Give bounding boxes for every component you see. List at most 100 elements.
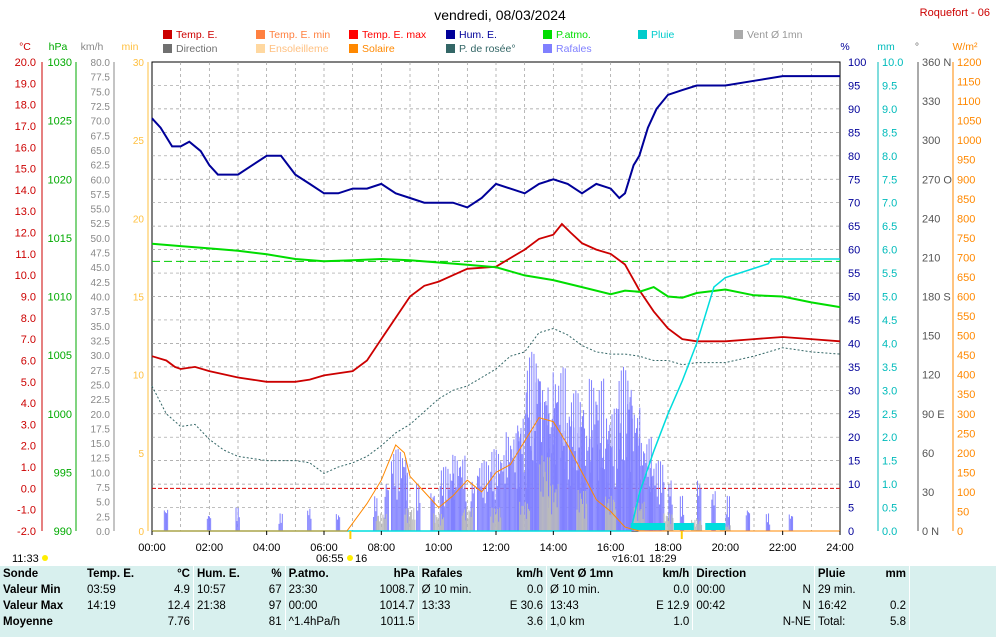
wind-tick-label: 70.0 xyxy=(91,117,111,128)
humidity-tick-label: 5 xyxy=(848,503,854,515)
humidity-tick-label: 95 xyxy=(848,80,860,92)
wind-tick-label: 7.5 xyxy=(96,483,110,494)
solar-tick-label: 850 xyxy=(957,194,975,206)
direction-tick-label: 300 xyxy=(922,135,940,147)
wind-tick-label: 12.5 xyxy=(91,454,111,465)
cell: 1014.7 xyxy=(379,600,415,612)
pressure-tick-label: 1030 xyxy=(48,57,72,69)
temp-tick-label: -2.0 xyxy=(17,526,36,538)
legend: Temp. E. Temp. E. min Temp. E. max Hum. E. P… xyxy=(163,29,803,55)
legend-swatch xyxy=(163,44,172,53)
direction-tick-label: 0 N xyxy=(922,526,939,538)
minutes-tick-label: 5 xyxy=(138,449,144,460)
row-label: Valeur Max xyxy=(3,600,64,612)
cell: 29 min. xyxy=(813,582,874,598)
cell: 10:57 xyxy=(192,582,260,598)
pressure-tick-label: 1025 xyxy=(48,116,72,128)
x-tick-label: 18:00 xyxy=(654,542,682,554)
x-tick-label: 10:00 xyxy=(425,542,453,554)
summary-header-press: P.atmo. xyxy=(284,566,363,582)
humidity-tick-label: 55 xyxy=(848,268,860,280)
wind-tick-label: 57.5 xyxy=(91,190,111,201)
direction-tick-label: 120 xyxy=(922,370,940,382)
cell: N xyxy=(802,600,811,612)
rain-tick-label: 3.0 xyxy=(882,385,897,397)
temp-tick-label: 8.0 xyxy=(21,313,36,325)
legend-swatch xyxy=(256,30,265,39)
axis-unit: km/h xyxy=(81,41,104,53)
rain-rate-mark xyxy=(705,523,726,530)
cell: 14:19 xyxy=(87,600,116,612)
wind-tick-label: 75.0 xyxy=(91,87,111,98)
rain-tick-label: 7.0 xyxy=(882,198,897,210)
humidity-tick-label: 40 xyxy=(848,338,860,350)
temp-tick-label: 11.0 xyxy=(15,249,36,261)
direction-tick-label: 210 xyxy=(922,252,940,264)
x-tick-label: 12:00 xyxy=(482,542,510,554)
summary-header-press-unit: hPa xyxy=(393,568,415,580)
solar-tick-label: 1000 xyxy=(957,135,981,147)
temp-tick-label: 7.0 xyxy=(21,334,36,346)
solar-tick-label: 150 xyxy=(957,467,975,479)
legend-swatch xyxy=(349,44,358,53)
cell: 0.0 xyxy=(673,584,690,596)
summary-header-sonde: Sonde xyxy=(3,568,39,580)
rain-tick-label: 2.0 xyxy=(882,432,897,444)
temp-tick-label: 10.0 xyxy=(15,270,36,282)
humidity-tick-label: 90 xyxy=(848,104,860,116)
pressure-tick-label: 1015 xyxy=(48,233,72,245)
wind-tick-label: 0.0 xyxy=(96,527,110,538)
direction-tick-label: 150 xyxy=(922,331,940,343)
temp-tick-label: 5.0 xyxy=(21,377,36,389)
sun-icon xyxy=(347,555,353,561)
rain-rate-mark xyxy=(673,523,694,530)
cell: 00:00 xyxy=(284,598,363,614)
solar-tick-label: 800 xyxy=(957,213,975,225)
x-tick-label: 22:00 xyxy=(769,542,797,554)
cell: 03:59 xyxy=(87,584,116,596)
legend-label: P.atmo. xyxy=(556,29,591,41)
legend-label: Pluie xyxy=(651,29,675,41)
x-tick-label: 02:00 xyxy=(196,542,224,554)
wind-tick-label: 65.0 xyxy=(91,146,111,157)
cell: 00:00 xyxy=(692,582,769,598)
series-line xyxy=(151,75,840,209)
cell xyxy=(873,582,909,598)
solar-tick-label: 250 xyxy=(957,428,975,440)
pressure-tick-label: 1020 xyxy=(48,174,72,186)
rain-tick-label: 3.5 xyxy=(882,362,897,374)
summary-header-hum-unit: % xyxy=(271,568,282,580)
legend-label: Rafales xyxy=(556,43,592,55)
cell: 21:38 xyxy=(192,598,260,614)
summary-row-avg: Moyenne 7.76 81 ^1.4hPa/h 1011.5 3.6 1,0… xyxy=(0,614,996,630)
humidity-tick-label: 75 xyxy=(848,174,860,186)
wind-tick-label: 17.5 xyxy=(91,424,111,435)
cell: 3.6 xyxy=(527,616,544,628)
temp-tick-label: 18.0 xyxy=(15,100,36,112)
wind-tick-label: 60.0 xyxy=(91,175,111,186)
solar-tick-label: 1150 xyxy=(957,77,981,89)
wind-tick-label: 62.5 xyxy=(91,161,111,172)
wind-tick-label: 20.0 xyxy=(91,410,111,421)
rain-tick-label: 9.5 xyxy=(882,80,897,92)
rain-tick-label: 1.0 xyxy=(882,479,897,491)
cell: E 30.6 xyxy=(509,600,544,612)
series-lines xyxy=(151,75,841,532)
minutes-tick-label: 15 xyxy=(133,293,145,304)
humidity-tick-label: 70 xyxy=(848,198,860,210)
legend-label: P. de rosée° xyxy=(459,43,516,55)
wind-tick-label: 5.0 xyxy=(96,498,110,509)
temp-tick-label: 20.0 xyxy=(15,57,36,69)
legend-label: Temp. E. max xyxy=(362,29,427,41)
cell: N xyxy=(802,584,811,596)
cell: N-NE xyxy=(782,616,811,628)
solar-tick-label: 650 xyxy=(957,272,975,284)
row-label: Valeur Min xyxy=(3,584,61,596)
legend-label: Direction xyxy=(176,43,218,55)
humidity-tick-label: 0 xyxy=(848,526,854,538)
axis-unit: mm xyxy=(877,41,895,53)
rain-tick-label: 2.5 xyxy=(882,409,897,421)
direction-tick-label: 330 xyxy=(922,96,940,108)
solar-tick-label: 450 xyxy=(957,350,975,362)
legend-swatch xyxy=(349,30,358,39)
